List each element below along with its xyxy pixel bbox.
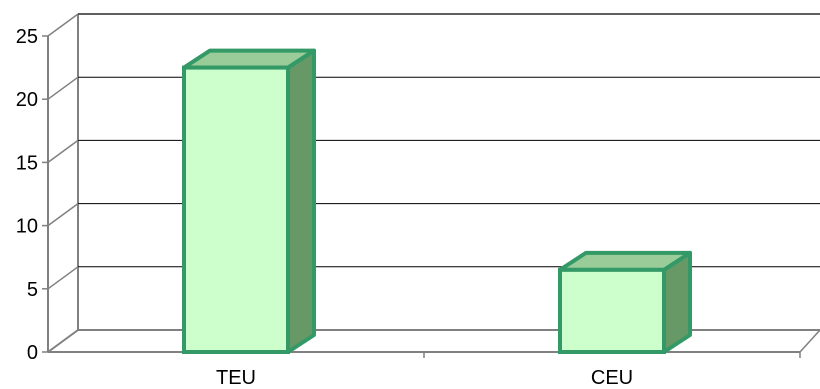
- floor-right-edge: [800, 330, 820, 352]
- bar-side-face: [288, 51, 314, 352]
- y-tick-label: 5: [27, 279, 38, 301]
- floor-left-edge: [48, 330, 78, 352]
- side-wall-gridline: [48, 267, 78, 289]
- y-tick-label: 0: [27, 342, 38, 364]
- y-tick-label: 20: [16, 89, 38, 111]
- bar-front-face: [560, 270, 664, 352]
- bar-teu: [184, 51, 314, 352]
- x-axis-labels: TEU CEU: [216, 367, 633, 389]
- bar-top-face: [560, 253, 690, 270]
- y-tick-label: 10: [16, 216, 38, 238]
- x-category-label: TEU: [216, 367, 256, 389]
- side-wall-gridline: [48, 204, 78, 226]
- y-tick-label: 15: [16, 152, 38, 174]
- bar-ceu: [560, 253, 690, 352]
- x-category-label: CEU: [591, 367, 633, 389]
- gridlines: [48, 14, 820, 289]
- side-wall-gridline: [48, 140, 78, 162]
- side-wall-gridline: [48, 14, 78, 36]
- y-axis-ticks: 0 5 10 15 20 25: [16, 26, 48, 364]
- y-tick-label: 25: [16, 26, 38, 48]
- bar-front-face: [184, 68, 288, 352]
- side-wall-gridline: [48, 77, 78, 99]
- bar-top-face: [184, 51, 314, 68]
- bars: [184, 51, 690, 352]
